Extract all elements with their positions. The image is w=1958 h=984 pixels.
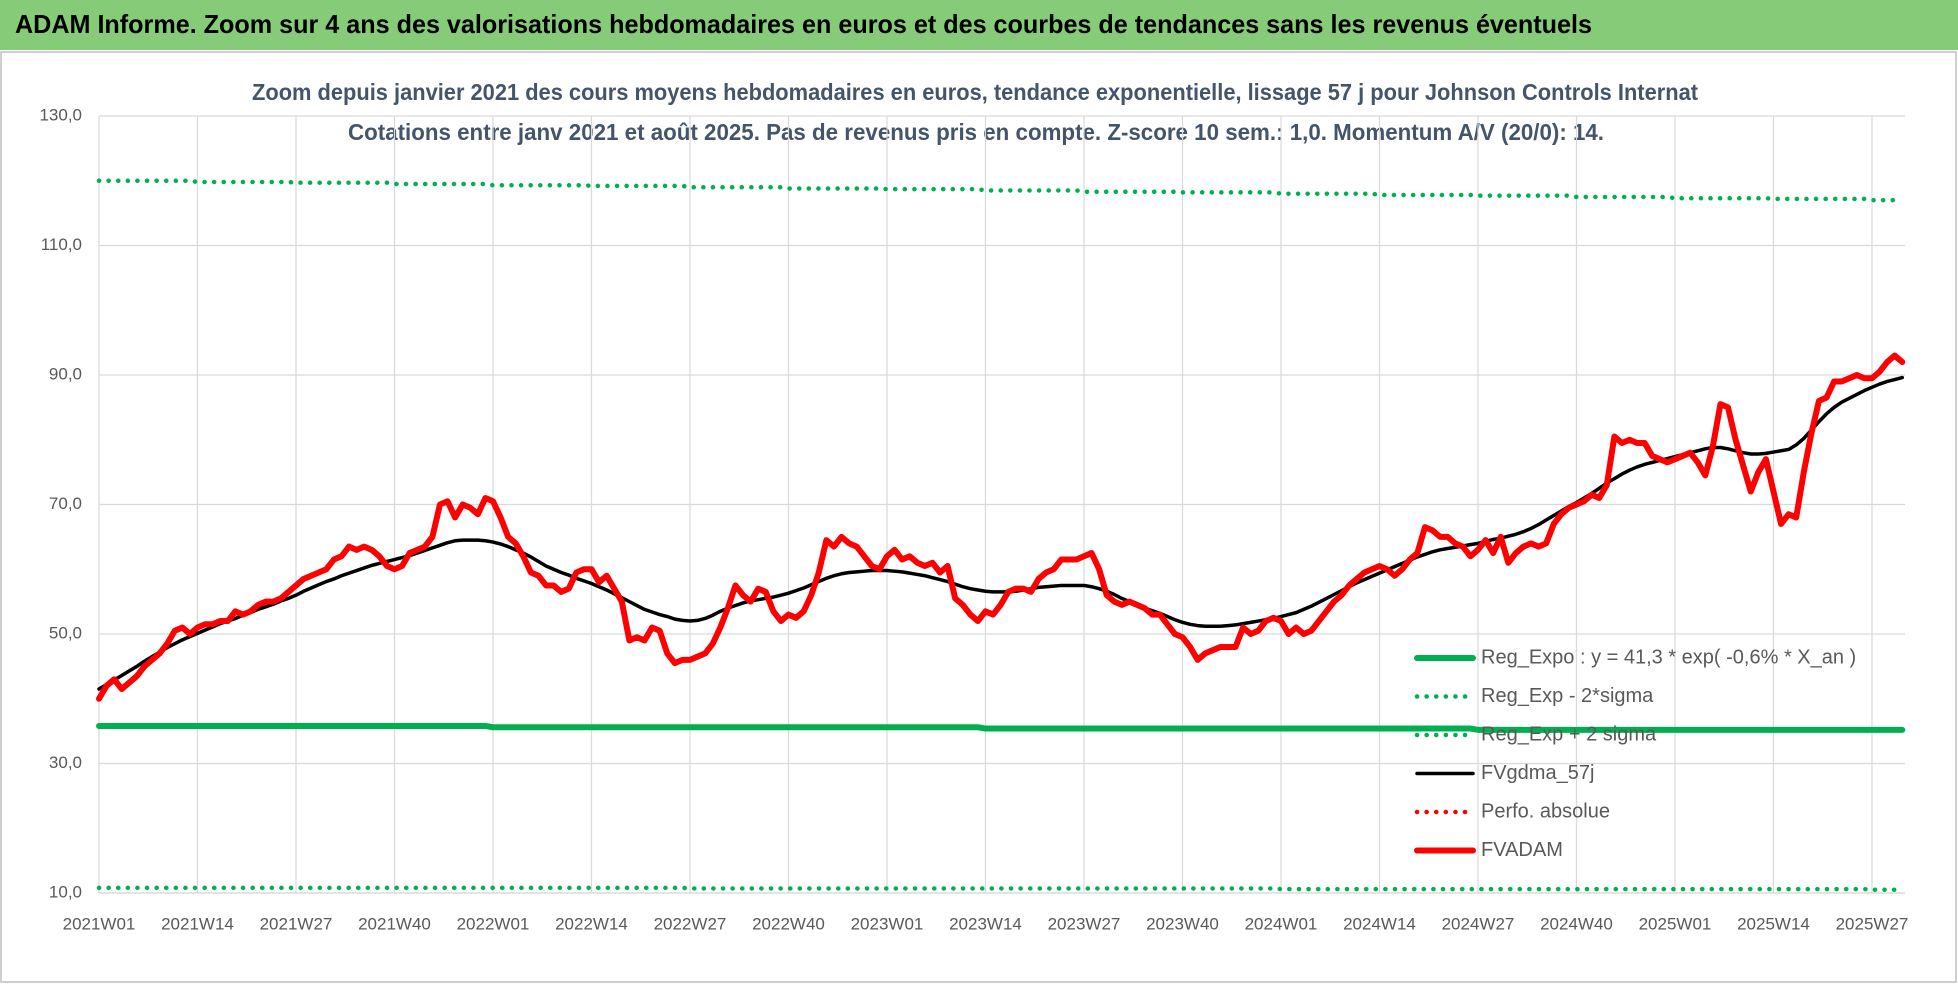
series-line	[96, 722, 1906, 733]
header-title: ADAM Informe. Zoom sur 4 ans des valoris…	[15, 9, 1592, 39]
x-tick-label: 2023W14	[949, 914, 1022, 933]
x-tick-label: 2024W27	[1442, 914, 1515, 933]
chart-frame	[0, 51, 1957, 983]
x-tick-label: 2022W40	[752, 914, 825, 933]
chart-title: Zoom depuis janvier 2021 des cours moyen…	[252, 79, 1698, 105]
series-line	[96, 885, 1905, 893]
y-tick-label: 110,0	[41, 235, 82, 254]
x-tick-label: 2021W14	[161, 914, 234, 933]
x-tick-label: 2022W01	[457, 914, 530, 933]
y-tick-label: 90,0	[49, 364, 82, 383]
x-tick-label: 2024W14	[1343, 914, 1416, 933]
x-tick-label: 2025W14	[1737, 914, 1810, 933]
legend-label: FVgdma_57j	[1481, 762, 1594, 784]
x-tick-label: 2024W40	[1540, 914, 1613, 933]
y-tick-label: 30,0	[49, 753, 82, 772]
legend-label: Perfo. absolue	[1481, 800, 1610, 822]
chart-subtitle: Cotations entre janv 2021 et août 2025. …	[348, 119, 1604, 145]
series-line	[96, 178, 1905, 203]
x-tick-label: 2025W27	[1836, 914, 1909, 933]
x-tick-label: 2023W01	[851, 914, 924, 933]
x-tick-label: 2021W40	[358, 914, 431, 933]
legend-label: Reg_Expo : y = 41,3 * exp( -0,6% * X_an …	[1481, 646, 1856, 668]
y-tick-label: 130,0	[39, 105, 82, 124]
x-tick-label: 2022W27	[654, 914, 727, 933]
legend-label: FVADAM	[1481, 839, 1563, 861]
x-tick-label: 2021W27	[260, 914, 333, 933]
x-tick-label: 2021W01	[63, 914, 136, 933]
header-banner	[0, 0, 1958, 50]
x-tick-label: 2024W01	[1245, 914, 1318, 933]
y-tick-label: 70,0	[49, 494, 82, 513]
series-line	[96, 352, 1906, 702]
legend-label: Reg_Exp + 2 sigma	[1481, 723, 1657, 745]
x-tick-label: 2025W01	[1639, 914, 1712, 933]
plot-area: 10,0 30,0 50,0 70,0 90,0 110,0 130,0 2021W01 202…	[39, 105, 1908, 933]
x-tick-label: 2022W14	[555, 914, 628, 933]
legend-label: Reg_Exp - 2*sigma	[1481, 685, 1654, 707]
y-tick-label: 50,0	[49, 623, 82, 642]
x-tick-label: 2023W40	[1146, 914, 1219, 933]
x-tick-label: 2023W27	[1048, 914, 1121, 933]
series-line	[97, 375, 1905, 691]
y-tick-label: 10,0	[49, 882, 82, 901]
